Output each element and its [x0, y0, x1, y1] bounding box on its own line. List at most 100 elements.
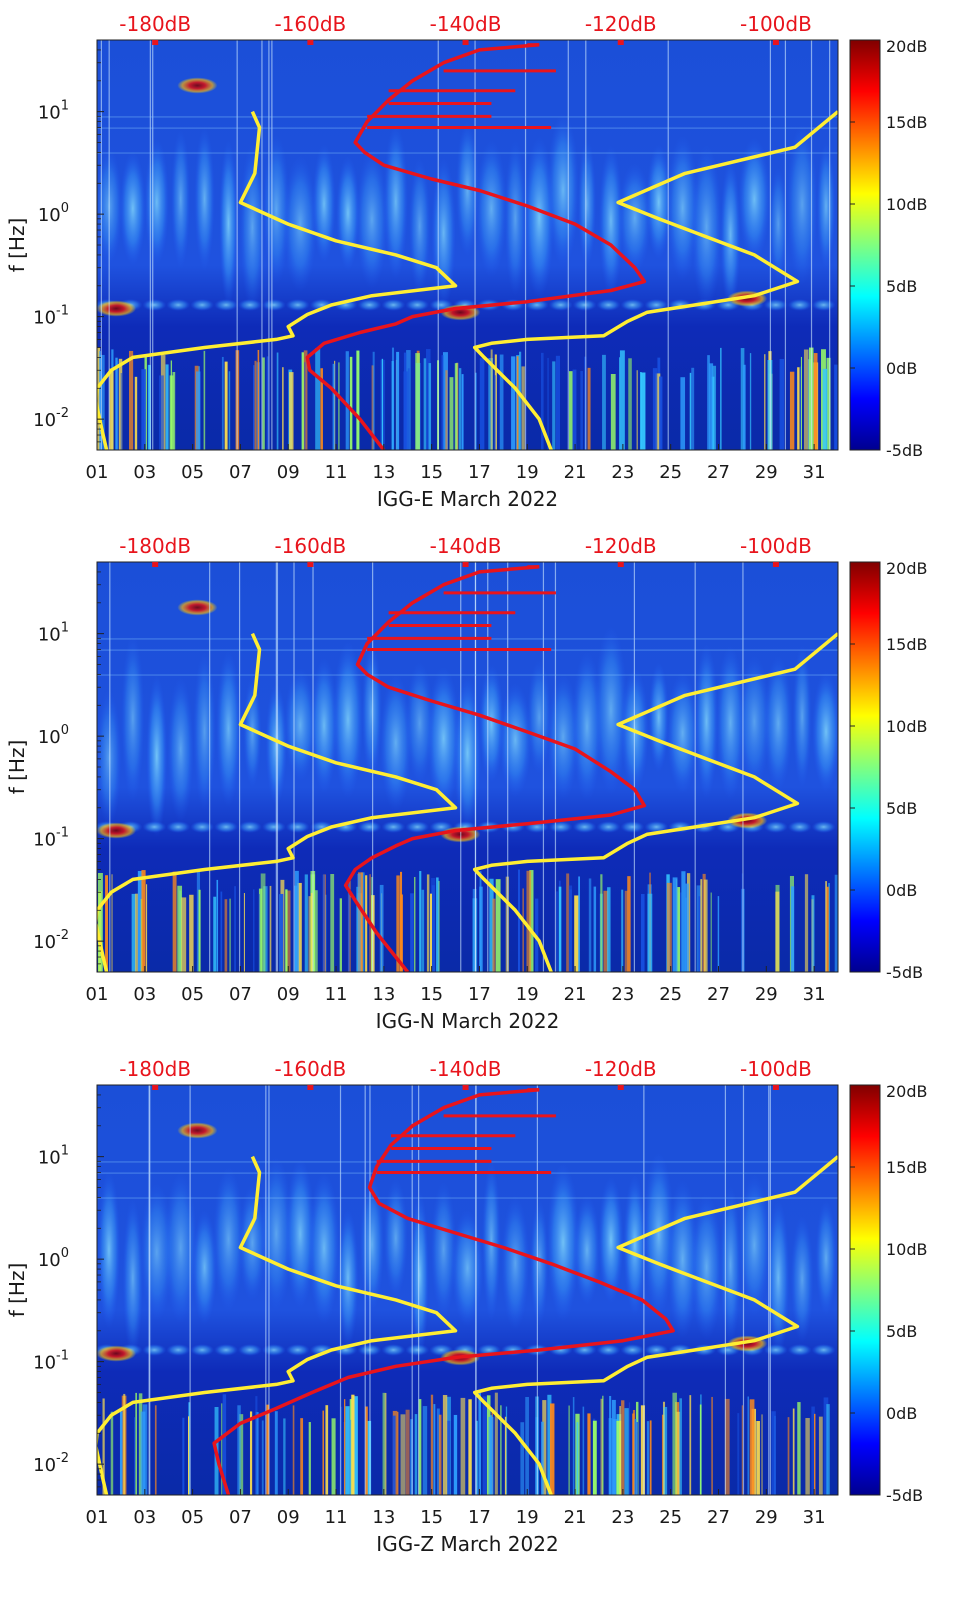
colorbar-label: 20dB — [886, 1082, 928, 1101]
top-db-label: -180dB — [119, 534, 191, 558]
daily-noise-plume — [405, 662, 434, 785]
low-freq-stripe — [158, 375, 164, 450]
top-db-tick — [462, 1085, 469, 1090]
low-freq-stripe — [396, 351, 400, 450]
daily-noise-plume — [379, 673, 412, 812]
daily-noise-plume — [546, 1163, 580, 1322]
microseism-band-patch — [572, 298, 597, 311]
daily-noise-plume — [312, 144, 336, 264]
low-freq-stripe — [619, 350, 625, 450]
daily-noise-plume — [738, 655, 771, 789]
top-db-tick — [617, 1085, 624, 1090]
colorbar-label: 15dB — [886, 1158, 928, 1177]
microseism-band-patch — [620, 1343, 645, 1356]
transient-line — [769, 40, 771, 450]
x-tick-label: 05 — [181, 984, 204, 1005]
low-freq-stripe — [399, 871, 403, 972]
microseism-band-patch — [142, 820, 167, 833]
low-freq-stripe — [266, 1404, 270, 1495]
low-freq-stripe — [663, 1406, 668, 1495]
low-freq-stripe — [764, 354, 766, 450]
low-freq-stripe — [555, 355, 561, 450]
low-freq-stripe — [709, 363, 714, 450]
microseism-band-patch — [811, 1343, 836, 1356]
x-tick-label: 17 — [468, 984, 491, 1005]
x-tick-label: 01 — [86, 984, 109, 1005]
low-freq-stripe — [461, 374, 464, 450]
transient-line — [585, 40, 587, 450]
low-freq-stripe — [255, 1396, 258, 1495]
daily-noise-plume — [738, 1174, 771, 1316]
microseism-band-patch — [620, 298, 645, 311]
microseism-band-patch — [787, 1343, 812, 1356]
top-db-label: -120dB — [585, 1057, 657, 1081]
daily-noise-plume — [453, 674, 482, 832]
transient-line — [542, 562, 545, 972]
daily-noise-plume — [691, 145, 722, 309]
transient-line — [265, 1085, 267, 1495]
low-freq-stripe — [315, 348, 321, 450]
low-freq-stripe — [740, 348, 745, 450]
low-freq-stripe — [640, 1405, 645, 1495]
colorbar-label: 15dB — [886, 113, 928, 132]
y-tick-label: 101 — [38, 621, 69, 646]
daily-noise-plume — [482, 1160, 501, 1322]
low-freq-stripe — [479, 358, 485, 450]
low-freq-stripe — [308, 896, 312, 972]
daily-noise-plume — [283, 155, 318, 293]
daily-noise-plume — [430, 1181, 457, 1318]
transient-line — [742, 1085, 745, 1495]
top-db-tick — [307, 40, 314, 45]
red-power-curve — [343, 564, 647, 972]
transient-line — [108, 40, 110, 450]
low-freq-stripe — [99, 351, 101, 450]
low-freq-stripe — [308, 1422, 311, 1495]
low-freq-stripe — [569, 889, 572, 972]
low-freq-stripe — [345, 351, 349, 450]
low-freq-stripe — [436, 877, 439, 972]
low-freq-stripe — [297, 882, 302, 972]
low-freq-stripe — [724, 1398, 730, 1495]
daily-noise-plume — [361, 643, 383, 780]
low-freq-stripe — [304, 362, 306, 450]
transient-line — [339, 1085, 342, 1495]
low-freq-stripe — [405, 1409, 410, 1495]
transient-line — [268, 1085, 270, 1495]
daily-noise-plume — [239, 143, 265, 311]
x-tick-label: 21 — [564, 1507, 587, 1528]
microseism-band-patch — [285, 1343, 310, 1356]
low-freq-stripe — [479, 871, 482, 972]
low-freq-stripe — [276, 352, 279, 450]
low-freq-stripe — [446, 1420, 451, 1495]
low-freq-stripe — [574, 895, 580, 972]
top-db-tick — [307, 1085, 314, 1090]
low-freq-stripe — [689, 1395, 692, 1495]
low-freq-stripe — [253, 889, 255, 972]
x-tick-label: 13 — [372, 984, 395, 1005]
low-freq-stripe — [547, 357, 549, 450]
low-freq-stripe — [414, 876, 416, 972]
low-freq-stripe — [520, 1422, 525, 1495]
low-freq-stripe — [717, 896, 720, 972]
low-freq-stripe — [172, 372, 176, 450]
low-freq-stripe — [99, 354, 105, 450]
low-freq-stripe — [105, 875, 108, 972]
low-freq-stripe — [403, 371, 408, 450]
low-freq-stripe — [260, 873, 266, 972]
top-db-label: -140dB — [430, 12, 502, 36]
daily-noise-plume — [140, 1183, 174, 1321]
microseism-band-patch — [548, 298, 573, 311]
low-freq-stripe — [700, 879, 703, 972]
low-freq-stripe — [582, 1406, 585, 1495]
low-freq-stripe — [301, 352, 305, 450]
low-freq-stripe — [203, 350, 206, 450]
low-freq-stripe — [823, 1397, 829, 1495]
low-freq-stripe — [621, 1400, 625, 1495]
low-freq-stripe — [737, 1413, 740, 1495]
low-freq-stripe — [655, 373, 661, 450]
low-freq-stripe — [292, 1405, 295, 1495]
microseism-band-patch — [405, 1343, 430, 1356]
low-freq-stripe — [357, 873, 361, 972]
